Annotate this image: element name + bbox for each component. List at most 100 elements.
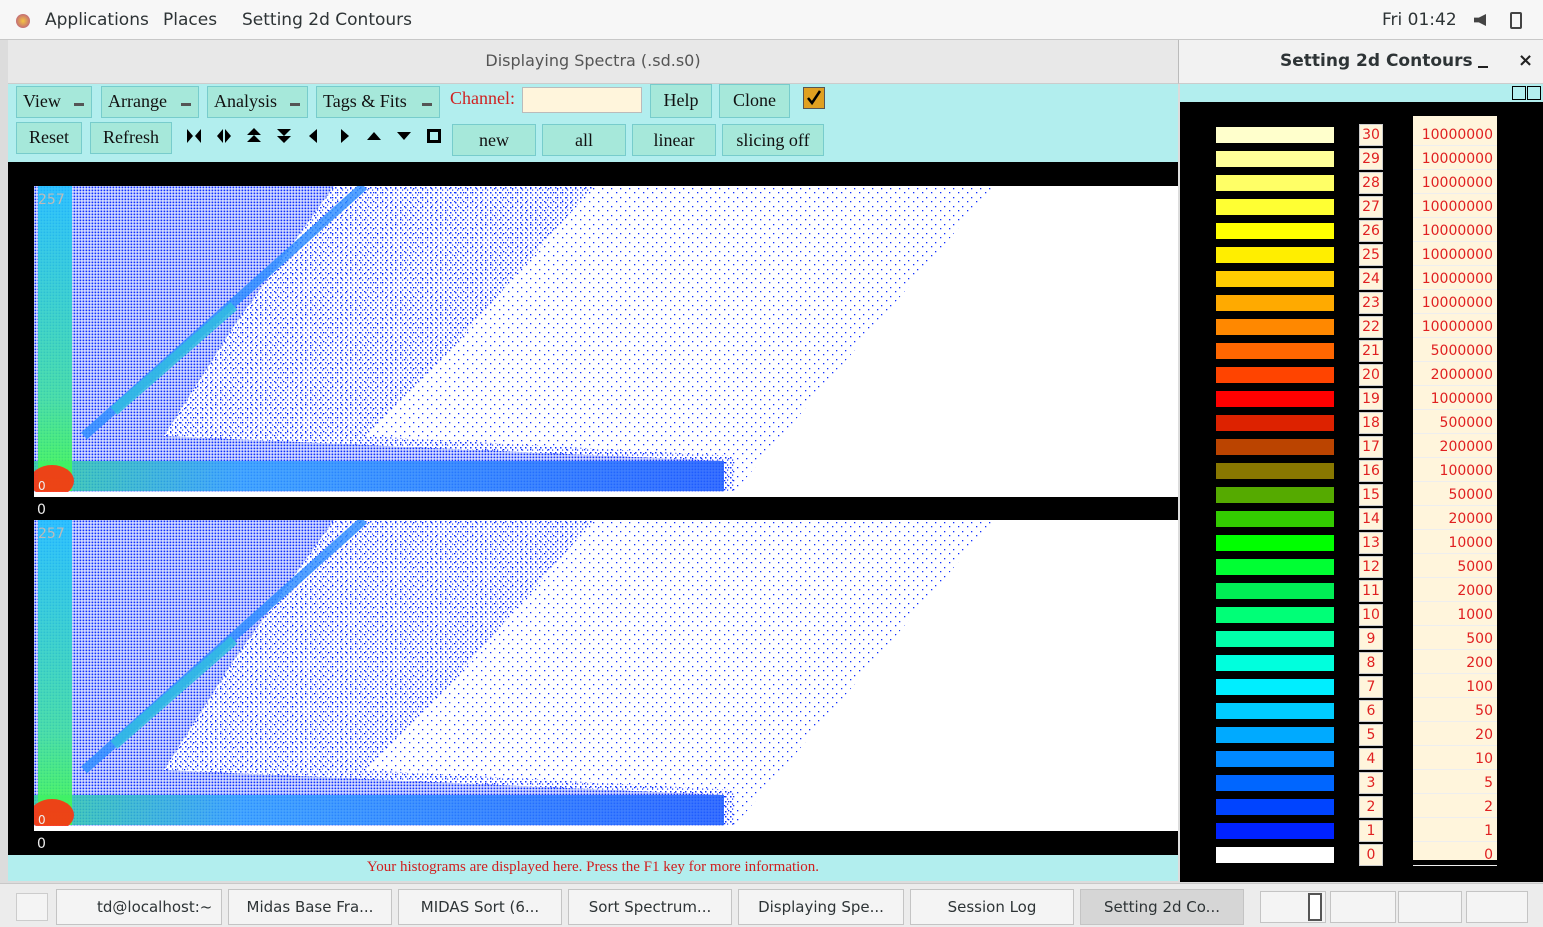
level-value[interactable]: 2000000	[1413, 364, 1497, 386]
level-color	[1216, 607, 1334, 623]
show-desktop[interactable]	[16, 893, 48, 921]
taskbar-item[interactable]: Setting 2d Co...	[1080, 889, 1244, 925]
level-value[interactable]: 50000	[1413, 484, 1497, 506]
level-value[interactable]: 10000000	[1413, 196, 1497, 218]
top-menu[interactable]: Places	[163, 9, 217, 31]
workspace[interactable]	[1466, 891, 1528, 923]
level-index: 26	[1359, 220, 1383, 242]
level-value[interactable]: 1000	[1413, 604, 1497, 626]
nav-button[interactable]	[392, 124, 416, 148]
taskbar-item[interactable]: td@localhost:~	[56, 889, 222, 925]
nav-button[interactable]	[272, 124, 296, 148]
taskbar-item[interactable]: Displaying Spe...	[738, 889, 904, 925]
level-value[interactable]: 5000000	[1413, 340, 1497, 362]
close-button[interactable]: ×	[1518, 54, 1530, 68]
level-value[interactable]: 10000000	[1413, 148, 1497, 170]
workspace[interactable]	[1398, 891, 1462, 923]
workspace[interactable]	[1330, 891, 1396, 923]
mode-button[interactable]: all	[542, 124, 626, 156]
level-color	[1216, 655, 1334, 671]
clock[interactable]: Fri 01:42	[1382, 9, 1457, 31]
strip-button[interactable]	[1527, 86, 1541, 100]
nav-button[interactable]	[212, 124, 236, 148]
strip-button[interactable]	[1512, 86, 1526, 100]
level-value[interactable]: 10000	[1413, 532, 1497, 554]
checkbox[interactable]	[803, 87, 825, 109]
level-index: 7	[1359, 676, 1383, 698]
top-menu[interactable]: Setting 2d Contours	[242, 9, 412, 31]
level-index: 13	[1359, 532, 1383, 554]
level-color	[1216, 679, 1334, 695]
mode-button[interactable]: new	[452, 124, 536, 156]
level-color	[1216, 511, 1334, 527]
nav-icon	[332, 124, 356, 148]
taskbar-item[interactable]: Midas Base Fra...	[228, 889, 392, 925]
level-color	[1216, 295, 1334, 311]
level-color	[1216, 583, 1334, 599]
button[interactable]: Help	[650, 84, 712, 118]
level-value[interactable]: 500000	[1413, 412, 1497, 434]
y-max-label: 257	[38, 192, 65, 208]
menu-button[interactable]: Analysis	[207, 86, 308, 118]
level-value[interactable]: 200000	[1413, 436, 1497, 458]
level-color	[1216, 391, 1334, 407]
level-value[interactable]: 2	[1413, 796, 1497, 818]
taskbar-item[interactable]: Sort Spectrum...	[568, 889, 732, 925]
level-value[interactable]: 20000	[1413, 508, 1497, 530]
taskbar-item[interactable]: MIDAS Sort (6...	[398, 889, 562, 925]
taskbar-item[interactable]: Session Log	[910, 889, 1074, 925]
button[interactable]: Clone	[719, 84, 790, 118]
level-color	[1216, 247, 1334, 263]
minimize-button[interactable]	[1478, 66, 1488, 68]
level-value[interactable]: 10000000	[1413, 268, 1497, 290]
level-value[interactable]: 10000000	[1413, 124, 1497, 146]
level-value[interactable]: 5	[1413, 772, 1497, 794]
level-value[interactable]: 50	[1413, 700, 1497, 722]
top-menu[interactable]: Applications	[45, 9, 149, 31]
spectrum-plot[interactable]	[34, 186, 1178, 497]
level-value[interactable]: 1000000	[1413, 388, 1497, 410]
level-value[interactable]: 100000	[1413, 460, 1497, 482]
level-value[interactable]: 5000	[1413, 556, 1497, 578]
level-index: 21	[1359, 340, 1383, 362]
level-value[interactable]: 10000000	[1413, 220, 1497, 242]
level-color	[1216, 343, 1334, 359]
nav-button[interactable]	[242, 124, 266, 148]
level-value[interactable]: 200	[1413, 652, 1497, 674]
mode-button[interactable]: slicing off	[722, 124, 824, 156]
nav-button[interactable]	[302, 124, 326, 148]
left-band	[38, 186, 72, 491]
menu-button[interactable]: Arrange	[101, 86, 199, 118]
level-value[interactable]: 2000	[1413, 580, 1497, 602]
mode-button[interactable]: linear	[632, 124, 716, 156]
nav-button[interactable]	[182, 124, 206, 148]
level-index: 24	[1359, 268, 1383, 290]
spectrum-plot[interactable]	[34, 520, 1178, 831]
nav-button[interactable]	[422, 124, 446, 148]
button[interactable]: Refresh	[90, 122, 172, 154]
y-max-label: 257	[38, 526, 65, 542]
level-value[interactable]: 20	[1413, 724, 1497, 746]
level-index: 23	[1359, 292, 1383, 314]
level-color	[1216, 559, 1334, 575]
level-value[interactable]: 10000000	[1413, 244, 1497, 266]
level-value[interactable]: 10000000	[1413, 316, 1497, 338]
level-value[interactable]: 10000000	[1413, 292, 1497, 314]
level-value[interactable]: 1	[1413, 820, 1497, 842]
level-value[interactable]: 10	[1413, 748, 1497, 770]
nav-button[interactable]	[332, 124, 356, 148]
menu-button[interactable]: Tags & Fits	[316, 86, 440, 118]
level-value[interactable]: 10000000	[1413, 172, 1497, 194]
nav-button[interactable]	[362, 124, 386, 148]
level-value[interactable]: 0	[1413, 844, 1497, 866]
button[interactable]: Reset	[16, 122, 82, 154]
menu-button[interactable]: View	[16, 86, 92, 118]
level-value[interactable]: 500	[1413, 628, 1497, 650]
level-value[interactable]: 100	[1413, 676, 1497, 698]
level-index: 1	[1359, 820, 1383, 842]
level-color	[1216, 175, 1334, 191]
level-color	[1216, 223, 1334, 239]
channel-input[interactable]	[522, 87, 642, 113]
power-icon[interactable]	[1510, 12, 1522, 29]
level-color	[1216, 487, 1334, 503]
